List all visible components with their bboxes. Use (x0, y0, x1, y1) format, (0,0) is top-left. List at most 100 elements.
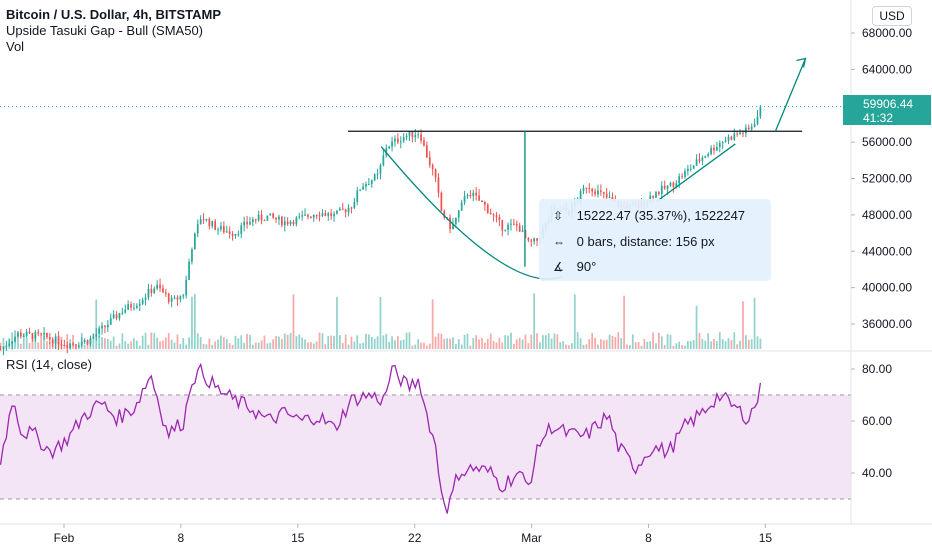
candle-body (275, 217, 277, 220)
candle-body (437, 177, 440, 193)
volume-bar (434, 336, 437, 349)
candle-body (353, 201, 356, 209)
volume-bar (34, 339, 37, 349)
volume-bar (402, 339, 405, 349)
volume-bar (718, 332, 721, 349)
volume-bar (304, 339, 306, 349)
candle-body (167, 293, 170, 302)
candle-body (431, 165, 434, 170)
price-tick-label: 52000.00 (862, 172, 912, 186)
symbol-title[interactable]: Bitcoin / U.S. Dollar, 4h, BITSTAMP (6, 7, 222, 22)
volume-bar (443, 338, 446, 349)
volume-bar (756, 336, 759, 349)
candle-body (243, 221, 246, 226)
volume-bar (533, 293, 536, 349)
candle-body (170, 297, 173, 302)
candle-body (333, 213, 335, 217)
candle-body (498, 217, 501, 220)
time-tick-label: Feb (54, 531, 75, 545)
volume-bar (408, 332, 411, 349)
volume-bar (620, 337, 623, 349)
volume-bar (513, 343, 515, 349)
rsi-title[interactable]: RSI (14, close) (6, 357, 92, 372)
volume-bar (745, 335, 747, 349)
price-tick-label: 44000.00 (862, 244, 912, 258)
candle-body (202, 219, 205, 221)
volume-bar (579, 338, 582, 349)
volume-bar (617, 332, 620, 349)
volume-bar (695, 305, 698, 349)
volume-bar (600, 339, 602, 349)
candle-body (655, 192, 657, 198)
volume-bar (539, 342, 541, 349)
candle-body (176, 297, 179, 300)
price-tick-label: 68000.00 (862, 26, 912, 40)
volume-bar (257, 342, 260, 349)
volume-bar (675, 343, 678, 349)
volume-bar (321, 333, 324, 349)
volume-bar (199, 337, 202, 349)
volume-bar (17, 332, 19, 349)
candle-body (359, 189, 362, 191)
candle-body (698, 159, 701, 161)
candle-body (307, 214, 309, 217)
volume-bar (698, 332, 701, 349)
candle-body (144, 297, 147, 300)
candle-body (745, 127, 747, 134)
candle-body (713, 147, 715, 151)
volume-bar (251, 344, 254, 349)
volume-bar (150, 332, 153, 349)
candle-body (507, 224, 509, 230)
volume-bar (367, 334, 370, 349)
volume-bar (37, 342, 40, 349)
candle-body (718, 142, 721, 148)
volume-bar (196, 333, 199, 349)
candle-body (513, 223, 515, 225)
volume-bar (188, 337, 190, 349)
volume-bar (623, 295, 625, 349)
bar-countdown: 41:32 (863, 111, 894, 125)
candle-body (109, 318, 112, 325)
candle-body (756, 116, 759, 125)
candle-body (336, 210, 338, 214)
volume-bar (228, 343, 231, 349)
volume-bar (631, 334, 634, 349)
volume-bar (721, 339, 724, 349)
candle-body (205, 218, 208, 221)
candle-body (257, 214, 260, 221)
volume-bar (681, 345, 683, 349)
volume-title[interactable]: Vol (6, 39, 25, 54)
currency-button[interactable]: USD (872, 6, 912, 26)
candle-body (481, 200, 483, 202)
volume-bar (301, 337, 304, 349)
volume-bar (138, 345, 141, 349)
volume-bar (489, 333, 492, 349)
time-tick-label: 22 (408, 531, 422, 545)
volume-bar (112, 336, 115, 349)
volume-bar (54, 337, 57, 349)
volume-bar (544, 335, 547, 349)
measure-change: 15222.47 (35.37%), 1522247 (576, 208, 746, 223)
trend-line (656, 143, 736, 202)
volume-bar (95, 299, 98, 349)
candle-body (594, 191, 596, 195)
candle-body (77, 345, 80, 347)
volume-bar (515, 339, 518, 349)
volume-bar (678, 341, 681, 349)
candle-body (414, 135, 417, 138)
volume-bar (391, 336, 393, 349)
volume-bar (414, 344, 417, 349)
volume-bar (86, 341, 89, 349)
volume-bar (185, 344, 188, 349)
volume-bar (66, 334, 69, 349)
indicator-title[interactable]: Upside Tasuki Gap - Bull (SMA50) (6, 23, 204, 38)
candle-body (736, 133, 739, 135)
volume-bar (559, 342, 562, 349)
candle-body (75, 344, 77, 346)
volume-bar (92, 333, 95, 349)
candle-body (0, 349, 2, 351)
volume-bar (60, 336, 63, 349)
volume-bar (72, 334, 74, 349)
candle-body (695, 159, 698, 166)
